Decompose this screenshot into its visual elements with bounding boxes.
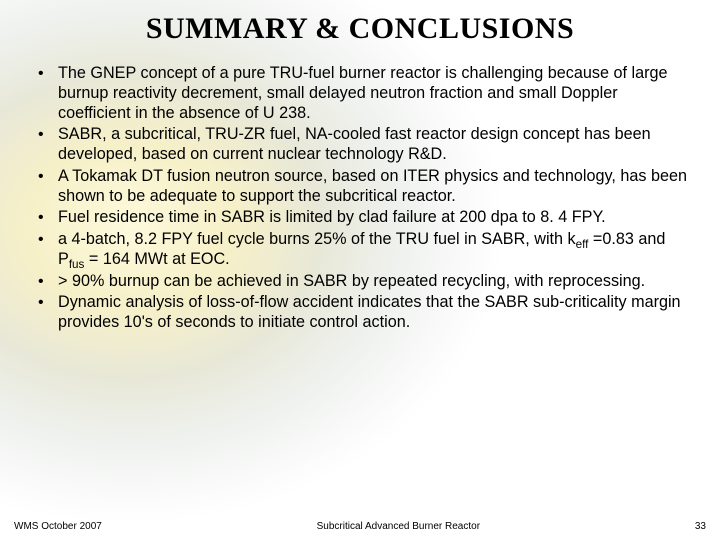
list-item: Dynamic analysis of loss-of-flow acciden…	[32, 293, 692, 333]
slide-number: 33	[695, 521, 706, 532]
list-item: Fuel residence time in SABR is limited b…	[32, 208, 692, 228]
footer-left: WMS October 2007	[14, 521, 102, 532]
list-item: a 4-batch, 8.2 FPY fuel cycle burns 25% …	[32, 230, 692, 270]
list-item: A Tokamak DT fusion neutron source, base…	[32, 167, 692, 207]
slide: SUMMARY & CONCLUSIONS The GNEP concept o…	[0, 0, 720, 540]
page-title: SUMMARY & CONCLUSIONS	[28, 12, 692, 46]
list-item: > 90% burnup can be achieved in SABR by …	[32, 272, 692, 292]
footer-center: Subcritical Advanced Burner Reactor	[102, 521, 695, 532]
list-item: The GNEP concept of a pure TRU-fuel burn…	[32, 64, 692, 123]
bullet-list: The GNEP concept of a pure TRU-fuel burn…	[28, 64, 692, 333]
footer: WMS October 2007 Subcritical Advanced Bu…	[0, 521, 720, 532]
list-item: SABR, a subcritical, TRU-ZR fuel, NA-coo…	[32, 125, 692, 165]
